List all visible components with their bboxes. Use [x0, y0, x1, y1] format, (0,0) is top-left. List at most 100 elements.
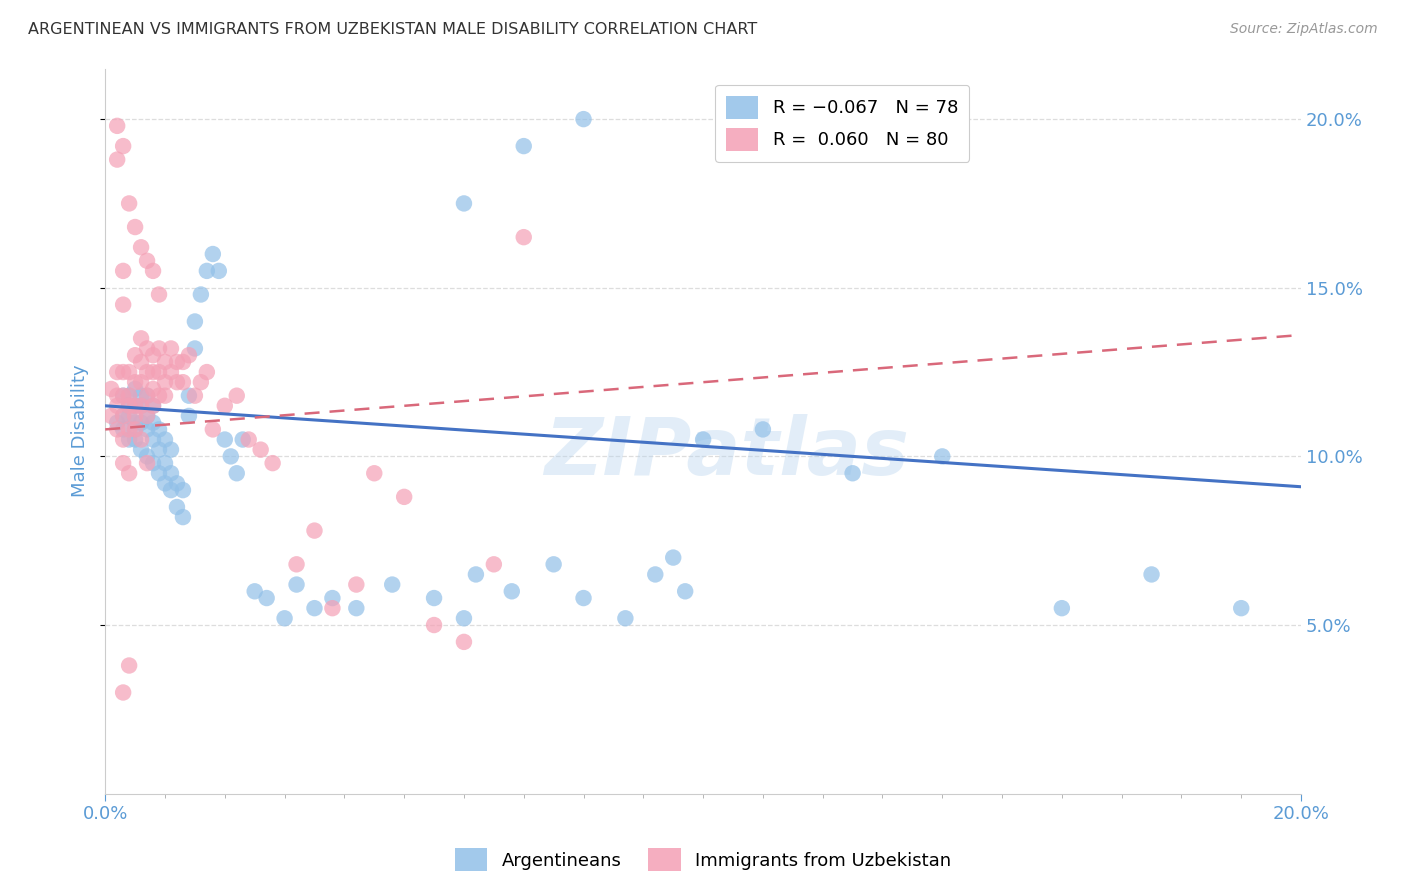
Point: [752, 422, 775, 436]
Point: [841, 467, 863, 481]
Point: [572, 591, 595, 605]
Point: [1230, 601, 1253, 615]
Point: [124, 416, 146, 430]
Point: [153, 355, 176, 369]
Point: [100, 382, 122, 396]
Point: [166, 500, 188, 514]
Point: [153, 476, 176, 491]
Point: [304, 524, 326, 538]
Point: [225, 389, 247, 403]
Point: [112, 139, 135, 153]
Point: [136, 409, 159, 423]
Point: [153, 389, 176, 403]
Point: [136, 450, 159, 464]
Point: [673, 584, 696, 599]
Point: [238, 433, 260, 447]
Point: [136, 342, 159, 356]
Point: [177, 389, 200, 403]
Point: [129, 331, 152, 345]
Point: [662, 550, 685, 565]
Point: [148, 422, 170, 436]
Point: [208, 264, 231, 278]
Point: [124, 422, 146, 436]
Point: [118, 196, 141, 211]
Point: [105, 422, 128, 436]
Point: [148, 389, 170, 403]
Point: [166, 375, 188, 389]
Point: [142, 399, 165, 413]
Point: [153, 433, 176, 447]
Point: [201, 247, 224, 261]
Point: [136, 365, 159, 379]
Point: [124, 409, 146, 423]
Point: [190, 375, 212, 389]
Point: [172, 510, 194, 524]
Point: [136, 389, 159, 403]
Point: [172, 375, 194, 389]
Point: [112, 456, 135, 470]
Point: [118, 422, 141, 436]
Point: [105, 153, 128, 167]
Point: [129, 399, 152, 413]
Point: [153, 375, 176, 389]
Point: [249, 442, 271, 457]
Point: [136, 389, 159, 403]
Point: [105, 416, 128, 430]
Point: [321, 591, 343, 605]
Point: [124, 399, 146, 413]
Point: [177, 409, 200, 423]
Point: [453, 635, 475, 649]
Point: [124, 399, 146, 413]
Point: [572, 112, 595, 127]
Point: [148, 442, 170, 457]
Point: [112, 409, 135, 423]
Point: [118, 409, 141, 423]
Point: [214, 399, 236, 413]
Point: [201, 422, 224, 436]
Point: [118, 467, 141, 481]
Point: [153, 456, 176, 470]
Point: [124, 422, 146, 436]
Point: [112, 264, 135, 278]
Point: [172, 355, 194, 369]
Point: [129, 375, 152, 389]
Point: [118, 399, 141, 413]
Point: [614, 611, 637, 625]
Point: [513, 139, 536, 153]
Point: [112, 365, 135, 379]
Point: [118, 399, 141, 413]
Point: [232, 433, 254, 447]
Point: [1050, 601, 1073, 615]
Point: [129, 433, 152, 447]
Point: [344, 601, 367, 615]
Point: [166, 355, 188, 369]
Point: [285, 577, 308, 591]
Point: [129, 416, 152, 430]
Point: [148, 342, 170, 356]
Point: [321, 601, 343, 615]
Point: [112, 433, 135, 447]
Legend: Argentineans, Immigrants from Uzbekistan: Argentineans, Immigrants from Uzbekistan: [447, 841, 959, 879]
Point: [112, 422, 135, 436]
Point: [273, 611, 295, 625]
Point: [453, 196, 475, 211]
Point: [124, 220, 146, 235]
Point: [160, 342, 183, 356]
Point: [931, 450, 953, 464]
Point: [184, 389, 207, 403]
Point: [172, 483, 194, 497]
Point: [177, 348, 200, 362]
Point: [136, 409, 159, 423]
Point: [136, 456, 159, 470]
Point: [142, 365, 165, 379]
Point: [129, 355, 152, 369]
Text: ARGENTINEAN VS IMMIGRANTS FROM UZBEKISTAN MALE DISABILITY CORRELATION CHART: ARGENTINEAN VS IMMIGRANTS FROM UZBEKISTA…: [28, 22, 758, 37]
Point: [464, 567, 486, 582]
Point: [148, 467, 170, 481]
Point: [124, 375, 146, 389]
Point: [1140, 567, 1163, 582]
Point: [105, 389, 128, 403]
Point: [142, 456, 165, 470]
Point: [219, 450, 242, 464]
Point: [148, 365, 170, 379]
